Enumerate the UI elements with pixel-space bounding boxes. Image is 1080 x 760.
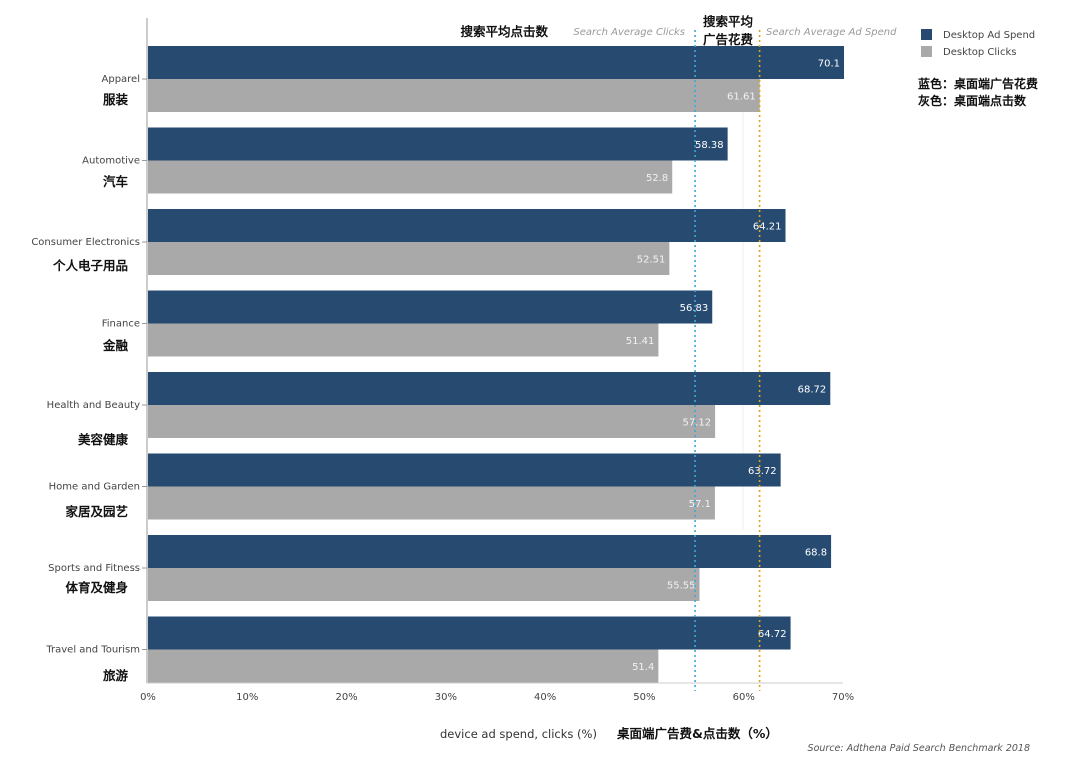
- x-tick-label: 70%: [832, 692, 854, 703]
- bar-value-label: 52.51: [637, 255, 666, 266]
- category-label-zh: 汽车: [103, 174, 129, 189]
- reference-label-zh: 搜索平均点击数: [460, 24, 548, 39]
- category-label-zh: 体育及健身: [65, 580, 128, 595]
- x-tick-label: 20%: [335, 692, 357, 703]
- bar-value-label: 70.1: [818, 59, 840, 70]
- x-tick-label: 30%: [435, 692, 457, 703]
- bar-value-label: 57.1: [689, 499, 711, 510]
- x-axis-title-zh: 桌面端广告费&点击数（%）: [616, 726, 778, 741]
- x-tick-label: 60%: [733, 692, 755, 703]
- category-label-zh: 美容健康: [78, 432, 129, 447]
- x-tick-label: 0%: [140, 692, 156, 703]
- legend-swatch: [921, 46, 932, 57]
- legend-swatch: [921, 29, 932, 40]
- bar-ad-spend: [148, 535, 832, 568]
- bar-value-label: 64.21: [753, 222, 782, 233]
- bar-clicks: [148, 323, 659, 357]
- x-axis-title: device ad spend, clicks (%): [440, 727, 597, 741]
- category-label-zh: 服装: [103, 92, 129, 107]
- x-tick-label: 50%: [633, 692, 655, 703]
- bar-value-label: 68.72: [798, 385, 827, 396]
- bar-clicks: [148, 568, 700, 601]
- bar-value-label: 63.72: [748, 466, 777, 477]
- legend-label: Desktop Ad Spend: [943, 30, 1035, 41]
- category-label: Automotive: [82, 156, 140, 167]
- bar-value-label: 55.55: [667, 581, 696, 592]
- bar-clicks: [148, 649, 659, 683]
- category-label: Consumer Electronics: [31, 237, 140, 248]
- bar-value-label: 51.41: [626, 336, 655, 347]
- bar-clicks: [148, 160, 673, 194]
- reference-label: Search Average Clicks: [573, 27, 685, 38]
- bar-value-label: 51.4: [632, 662, 654, 673]
- bar-value-label: 61.61: [727, 92, 756, 103]
- category-label: Health and Beauty: [47, 400, 140, 411]
- bar-clicks: [148, 405, 716, 438]
- x-tick-label: 40%: [534, 692, 556, 703]
- bar-value-label: 64.72: [758, 629, 787, 640]
- bar-ad-spend: [148, 453, 781, 487]
- category-label: Apparel: [102, 74, 141, 85]
- category-label-zh: 家居及园艺: [65, 504, 128, 519]
- x-tick-label: 10%: [236, 692, 258, 703]
- reference-label: Search Average Ad Spend: [766, 27, 897, 38]
- bar-value-label: 52.8: [646, 173, 668, 184]
- bar-value-label: 68.8: [805, 548, 827, 559]
- legend-label: Desktop Clicks: [943, 47, 1016, 58]
- legend-note: 灰色：桌面端点击数: [918, 93, 1027, 108]
- bar-ad-spend: [148, 209, 786, 242]
- legend-note: 蓝色：桌面端广告花费: [918, 76, 1038, 91]
- reference-label-zh: 搜索平均: [703, 14, 753, 29]
- bar-value-label: 58.38: [695, 140, 724, 151]
- bar-ad-spend: [148, 372, 831, 405]
- category-label: Finance: [102, 319, 140, 330]
- bar-ad-spend: [148, 616, 791, 650]
- reference-label-zh: 广告花费: [703, 32, 754, 47]
- category-label-zh: 个人电子用品: [52, 258, 128, 273]
- bar-ad-spend: [148, 290, 713, 324]
- category-label-zh: 旅游: [102, 668, 129, 683]
- category-label: Travel and Tourism: [45, 645, 140, 656]
- bar-clicks: [148, 242, 670, 275]
- bar-value-label: 57.12: [682, 418, 711, 429]
- category-label-zh: 金融: [102, 338, 129, 353]
- bar-ad-spend: [148, 46, 844, 79]
- bar-value-label: 56.83: [680, 303, 709, 314]
- category-label: Sports and Fitness: [48, 563, 140, 574]
- source-note: Source: Adthena Paid Search Benchmark 20…: [808, 743, 1030, 754]
- bar-clicks: [148, 79, 760, 112]
- category-label: Home and Garden: [49, 482, 140, 493]
- bar-ad-spend: [148, 127, 728, 161]
- bar-clicks: [148, 486, 715, 520]
